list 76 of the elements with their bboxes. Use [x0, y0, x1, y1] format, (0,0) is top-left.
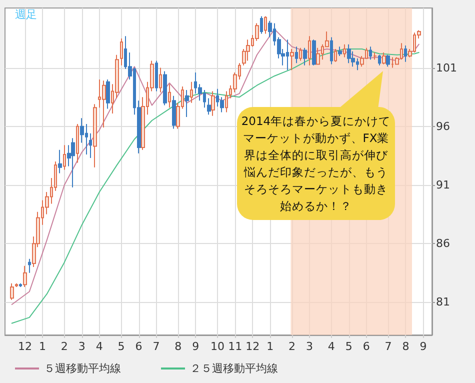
candlestick	[347, 44, 351, 64]
candlestick	[369, 46, 372, 60]
x-tick-label: 9	[420, 340, 427, 353]
x-tick-label: 5	[118, 340, 125, 353]
candlestick	[225, 90, 228, 113]
x-tick-label: 3	[78, 340, 86, 353]
candlestick	[382, 52, 386, 65]
candlestick	[185, 90, 189, 118]
x-tick-label: 10	[210, 340, 225, 353]
x-tick-label: 4	[328, 340, 335, 353]
candlestick	[334, 48, 337, 62]
annotation: 2014年は春から夏にかけてマーケットが動かず、FX業界は全体的に取引高が伸び悩んだ印象だったが、もうそろそろマーケットも動き始めるか！？	[240, 113, 392, 215]
candlestick	[338, 46, 342, 57]
legend-label: ２５週移動平均線	[190, 362, 278, 375]
candlestick	[378, 54, 381, 66]
x-tick-label: 5	[345, 340, 352, 353]
candlestick	[308, 36, 311, 66]
x-tick-label: 7	[152, 340, 160, 353]
candlestick	[207, 98, 211, 116]
y-tick-label: 81	[436, 296, 450, 309]
candlestick	[159, 67, 162, 93]
x-tick-label: 3	[306, 340, 313, 353]
x-tick-label: 1	[266, 340, 274, 353]
x-tick-label: 11	[228, 340, 242, 353]
x-tick-label: 8	[402, 340, 410, 353]
x-tick-label: 4	[96, 340, 103, 353]
candlestick	[93, 104, 97, 168]
x-tick-label: 2	[288, 340, 296, 353]
chart-title: 週足	[15, 8, 37, 21]
x-tick-label: 8	[174, 340, 182, 353]
candlestick	[19, 282, 22, 288]
candlestick	[303, 47, 307, 66]
candlestick	[163, 70, 167, 106]
candlestick	[155, 60, 158, 92]
x-tick-label: 6	[362, 340, 370, 353]
candlestick	[343, 44, 346, 58]
candlestick	[190, 81, 193, 104]
candlestick	[15, 282, 18, 288]
candlestick	[172, 95, 176, 130]
candlestick	[23, 265, 27, 288]
candlestick	[89, 132, 92, 159]
candlestick	[102, 80, 106, 128]
y-tick-label: 91	[436, 178, 450, 192]
x-tick-label: 12	[246, 340, 260, 353]
candlestick	[373, 52, 377, 60]
candlestick	[28, 258, 31, 274]
candlestick	[299, 47, 302, 62]
y-tick-label: 86	[436, 237, 450, 250]
candlestick	[316, 47, 320, 65]
candlestick	[312, 39, 316, 66]
candlestick	[295, 46, 298, 64]
candlestick	[246, 39, 250, 62]
candlestick	[211, 90, 215, 116]
candlestick	[120, 38, 123, 66]
y-tick-label: 101	[436, 61, 457, 74]
candlestick	[264, 16, 267, 34]
y-tick-label: 96	[436, 120, 450, 133]
x-tick-label: 12	[18, 340, 32, 353]
candlestick	[10, 282, 14, 300]
x-tick-label: 1	[39, 340, 46, 353]
candlestick	[58, 149, 62, 174]
x-tick-label: 9	[192, 340, 200, 353]
candlestick	[106, 78, 110, 110]
x-tick-label: 6	[135, 340, 142, 353]
candlestick	[71, 138, 75, 188]
candlestick	[330, 36, 333, 65]
x-tick-label: 7	[384, 340, 392, 353]
candlestick	[386, 54, 390, 68]
candlestick	[290, 48, 294, 71]
candlestick	[63, 144, 66, 170]
candlestick	[260, 16, 263, 34]
candlestick	[76, 124, 79, 164]
candlestick	[404, 45, 407, 62]
legend-label: ５週移動平均線	[44, 362, 121, 375]
candlestick	[168, 84, 171, 108]
x-tick-label: 2	[60, 340, 68, 353]
